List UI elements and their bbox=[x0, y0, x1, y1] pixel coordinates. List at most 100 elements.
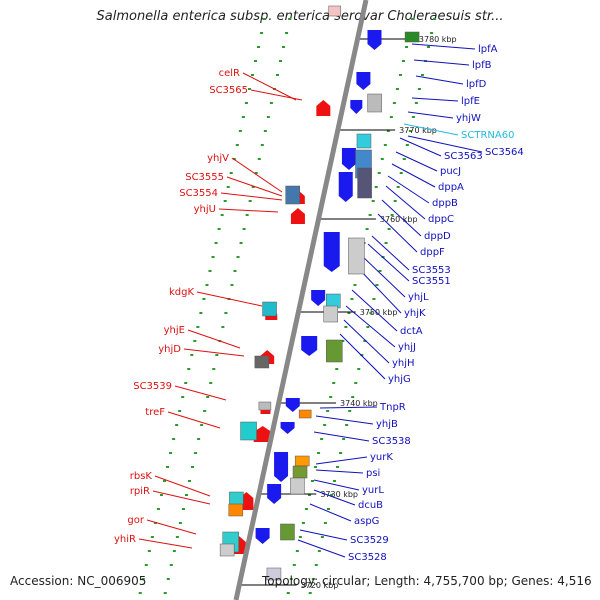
gene-label-dppa[interactable]: dppA bbox=[438, 182, 464, 193]
guide-dot bbox=[242, 228, 246, 230]
guide-dot bbox=[399, 172, 403, 174]
gene-label-aspg[interactable]: aspG bbox=[354, 516, 379, 527]
reverse-gene-arrow bbox=[290, 208, 305, 224]
gene-label-yhjk[interactable]: yhjK bbox=[404, 308, 426, 319]
guide-dot bbox=[247, 88, 251, 90]
leader-line bbox=[345, 305, 396, 348]
guide-dot bbox=[430, 32, 434, 34]
gene-label-sc3553[interactable]: SC3553 bbox=[412, 265, 451, 276]
leader-line bbox=[407, 135, 483, 153]
gene-label-gor[interactable]: gor bbox=[127, 515, 144, 526]
gene-label-yhje[interactable]: yhjE bbox=[164, 325, 185, 336]
gene-label-lpfe[interactable]: lpfE bbox=[461, 96, 480, 107]
guide-dot bbox=[398, 74, 402, 76]
guide-dot bbox=[320, 438, 324, 440]
gene-label-tnpr[interactable]: TnpR bbox=[379, 402, 406, 413]
guide-dot bbox=[169, 452, 173, 454]
guide-dot bbox=[402, 60, 405, 62]
guide-dot bbox=[345, 424, 349, 426]
gene-label-sc3555[interactable]: SC3555 bbox=[185, 172, 224, 183]
tick-label: 3760 kbp bbox=[380, 215, 418, 224]
gene-label-sc3529[interactable]: SC3529 bbox=[350, 535, 389, 546]
gene-label-lpfa[interactable]: lpfA bbox=[478, 44, 498, 55]
guide-dot bbox=[266, 116, 270, 118]
guide-dot bbox=[329, 396, 333, 398]
guide-dot bbox=[311, 480, 314, 482]
leader-line bbox=[174, 385, 227, 401]
gene-label-yhjb[interactable]: yhjB bbox=[376, 419, 398, 430]
guide-dot bbox=[241, 116, 245, 118]
leader-line bbox=[313, 479, 360, 491]
reverse-gene-arrow bbox=[253, 426, 272, 442]
gene-label-sc3554[interactable]: SC3554 bbox=[179, 188, 218, 199]
gene-label-dcta[interactable]: dctA bbox=[400, 326, 423, 337]
guide-dot bbox=[175, 536, 179, 538]
gene-label-rbsk[interactable]: rbsK bbox=[130, 471, 153, 482]
leader-line bbox=[415, 75, 464, 85]
gene-property-box bbox=[328, 5, 341, 17]
leader-line bbox=[315, 415, 374, 425]
gene-label-yhju[interactable]: yhjU bbox=[194, 204, 216, 215]
guide-dot bbox=[221, 326, 225, 328]
gene-label-dcub[interactable]: dcuB bbox=[358, 500, 383, 511]
gene-label-lpfd[interactable]: lpfD bbox=[466, 79, 487, 90]
gene-label-psi[interactable]: psi bbox=[366, 468, 380, 479]
gene-label-yhjg[interactable]: yhjG bbox=[388, 374, 411, 385]
guide-dot bbox=[339, 452, 343, 454]
guide-dot bbox=[211, 256, 215, 258]
gene-label-sc3538[interactable]: SC3538 bbox=[372, 436, 411, 447]
guide-dot bbox=[344, 326, 348, 328]
gene-label-yhir[interactable]: yhiR bbox=[114, 534, 136, 545]
leader-line bbox=[154, 475, 211, 497]
gene-label-yhjj[interactable]: yhjJ bbox=[398, 342, 416, 353]
leader-line bbox=[343, 319, 390, 364]
guide-dot bbox=[405, 144, 409, 146]
guide-dot bbox=[332, 382, 336, 384]
leader-line bbox=[218, 208, 279, 213]
gene-label-yurl[interactable]: yurL bbox=[362, 485, 384, 496]
gene-property-box bbox=[292, 465, 308, 479]
gene-label-sc3564[interactable]: SC3564 bbox=[485, 147, 524, 158]
gene-label-pucj[interactable]: pucJ bbox=[440, 166, 461, 177]
gene-label-sctrna60[interactable]: SCTRNA60 bbox=[461, 130, 514, 141]
gene-label-yhjh[interactable]: yhjH bbox=[392, 358, 415, 369]
gene-label-dppb[interactable]: dppB bbox=[432, 198, 458, 209]
gene-label-yhjv[interactable]: yhjV bbox=[207, 153, 229, 164]
leader-line bbox=[313, 431, 370, 442]
leader-line bbox=[146, 519, 197, 535]
tick-label: 3750 kbp bbox=[360, 308, 398, 317]
gene-label-yurk[interactable]: yurK bbox=[370, 452, 393, 463]
accession-text: Accession: NC_006905 bbox=[10, 574, 147, 588]
guide-dot bbox=[156, 508, 160, 510]
gene-label-lpfb[interactable]: lpfB bbox=[472, 60, 492, 71]
guide-dot bbox=[184, 494, 188, 496]
guide-dot bbox=[389, 116, 393, 118]
guide-dot bbox=[226, 186, 230, 188]
gene-label-dppc[interactable]: dppC bbox=[428, 214, 454, 225]
gene-label-dppf[interactable]: dppF bbox=[420, 247, 445, 258]
gene-label-yhjw[interactable]: yhjW bbox=[456, 113, 481, 124]
gene-label-celr[interactable]: celR bbox=[219, 68, 240, 79]
gene-label-yhjd[interactable]: yhjD bbox=[158, 344, 181, 355]
gene-label-sc3528[interactable]: SC3528 bbox=[348, 552, 387, 563]
guide-dot bbox=[420, 74, 424, 76]
gene-label-yhjl[interactable]: yhjL bbox=[408, 292, 429, 303]
guide-dot bbox=[235, 144, 239, 146]
gene-label-sc3539[interactable]: SC3539 bbox=[133, 381, 172, 392]
guide-dot bbox=[217, 228, 221, 230]
gene-label-sc3565[interactable]: SC3565 bbox=[209, 85, 248, 96]
gene-label-sc3551[interactable]: SC3551 bbox=[412, 276, 451, 287]
gene-label-rpir[interactable]: rpiR bbox=[130, 486, 150, 497]
gene-label-kdgk[interactable]: kdgK bbox=[169, 287, 194, 298]
leader-line bbox=[361, 255, 406, 298]
gene-property-box bbox=[228, 503, 244, 517]
leader-line bbox=[196, 291, 263, 307]
gene-label-dppd[interactable]: dppD bbox=[424, 231, 451, 242]
gene-property-box bbox=[262, 301, 277, 317]
gene-label-tref[interactable]: treF bbox=[145, 407, 165, 418]
forward-gene-arrow bbox=[267, 484, 282, 504]
gene-label-sc3563[interactable]: SC3563 bbox=[444, 151, 483, 162]
gene-property-box bbox=[323, 305, 338, 323]
leader-line bbox=[351, 289, 398, 332]
